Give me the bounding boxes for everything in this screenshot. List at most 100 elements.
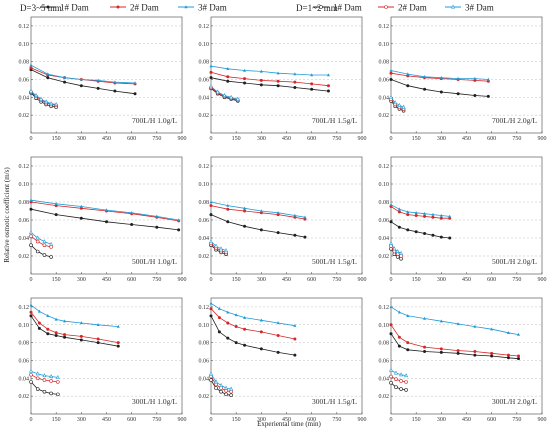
y-tick-label: 0.12: [199, 24, 210, 30]
data-point: [63, 335, 67, 339]
data-point: [389, 332, 393, 336]
data-point: [392, 246, 397, 251]
data-point: [456, 92, 460, 96]
data-point: [259, 318, 263, 322]
data-point: [414, 211, 418, 214]
data-point: [209, 84, 213, 89]
data-point: [222, 93, 227, 98]
data-point: [96, 78, 100, 82]
x-tick-label: 600: [307, 277, 316, 283]
data-point: [209, 378, 213, 382]
x-tick-label: 900: [178, 417, 187, 423]
data-point: [423, 345, 427, 349]
y-tick-label: 0.04: [379, 376, 390, 382]
data-point: [224, 388, 228, 393]
x-tick-label: 150: [412, 417, 421, 423]
y-tick-label: 0.10: [199, 323, 210, 329]
x-tick-label: 750: [512, 277, 521, 283]
data-point: [29, 368, 33, 373]
data-point: [217, 316, 221, 320]
series-line: [390, 100, 404, 112]
data-point: [399, 250, 404, 255]
x-tick-label: 150: [232, 277, 241, 283]
data-point: [35, 371, 40, 376]
x-tick-label: 600: [307, 136, 316, 142]
data-point: [473, 324, 477, 328]
data-point: [42, 253, 47, 257]
data-point: [439, 216, 443, 220]
data-point: [406, 228, 410, 232]
x-tick-label: 0: [390, 136, 393, 142]
data-point: [439, 75, 443, 79]
x-tick-label: 300: [77, 136, 86, 142]
data-point: [439, 90, 443, 94]
y-tick-label: 0.12: [379, 24, 390, 30]
data-point: [389, 94, 393, 99]
data-point: [259, 209, 263, 213]
data-point: [155, 225, 159, 229]
x-tick-label: 450: [282, 417, 291, 423]
x-tick-label: 150: [412, 277, 421, 283]
data-point: [303, 235, 307, 239]
data-point: [397, 344, 401, 348]
data-point: [116, 324, 120, 328]
data-point: [42, 373, 47, 378]
chart-panel: 0.02 0.04 0.06 0.08 0.10 0.12 0 150 300 450 600 750…: [19, 156, 187, 283]
data-point: [326, 84, 330, 88]
data-point: [96, 341, 100, 345]
x-tick-label: 450: [102, 417, 111, 423]
x-tick-label: 300: [257, 136, 266, 142]
data-point: [423, 316, 427, 320]
data-point: [392, 249, 397, 254]
y-tick-label: 0.02: [19, 254, 30, 260]
x-tick-label: 300: [257, 277, 266, 283]
series-line: [210, 244, 227, 255]
data-point: [397, 207, 401, 211]
data-point: [116, 341, 120, 345]
data-point: [130, 211, 134, 214]
data-point: [49, 255, 53, 259]
data-point: [243, 68, 247, 72]
legend-group-label-2: D=1~2 mm: [296, 3, 338, 13]
y-tick-label: 0.12: [199, 305, 210, 311]
data-point: [219, 246, 224, 251]
y-tick-label: 0.10: [199, 182, 210, 188]
data-point: [49, 241, 54, 246]
legend-marker: [384, 5, 388, 9]
y-tick-label: 0.06: [19, 218, 30, 224]
data-point: [46, 332, 50, 336]
data-point: [397, 310, 401, 314]
data-point: [399, 254, 403, 258]
chart-panel: 0.02 0.04 0.06 0.08 0.10 0.12 0 150 300 450 600 750…: [379, 156, 547, 283]
data-point: [42, 239, 47, 244]
data-point: [303, 215, 307, 219]
y-tick-label: 0.02: [19, 394, 30, 400]
data-point: [389, 220, 393, 224]
y-tick-label: 0.10: [19, 182, 30, 188]
legend-marker: [451, 4, 455, 9]
data-point: [276, 211, 280, 214]
x-tick-label: 600: [127, 277, 136, 283]
data-point: [209, 70, 213, 74]
data-point: [473, 353, 477, 357]
data-point: [389, 240, 393, 245]
data-point: [389, 367, 393, 372]
data-point: [79, 84, 83, 88]
data-point: [243, 206, 247, 210]
data-point: [473, 94, 477, 98]
data-point: [79, 321, 83, 325]
data-point: [423, 350, 427, 354]
data-point: [448, 214, 452, 218]
legend-marker: [184, 5, 188, 9]
series-line: [390, 97, 404, 108]
data-point: [276, 350, 280, 354]
data-point: [55, 374, 60, 379]
data-point: [406, 84, 410, 88]
data-point: [397, 102, 402, 107]
legend-label: 2# Dam: [398, 3, 427, 13]
y-tick-label: 0.06: [199, 218, 210, 224]
data-point: [229, 389, 233, 394]
x-tick-label: 900: [178, 136, 187, 142]
data-point: [49, 379, 53, 383]
data-point: [46, 314, 50, 318]
